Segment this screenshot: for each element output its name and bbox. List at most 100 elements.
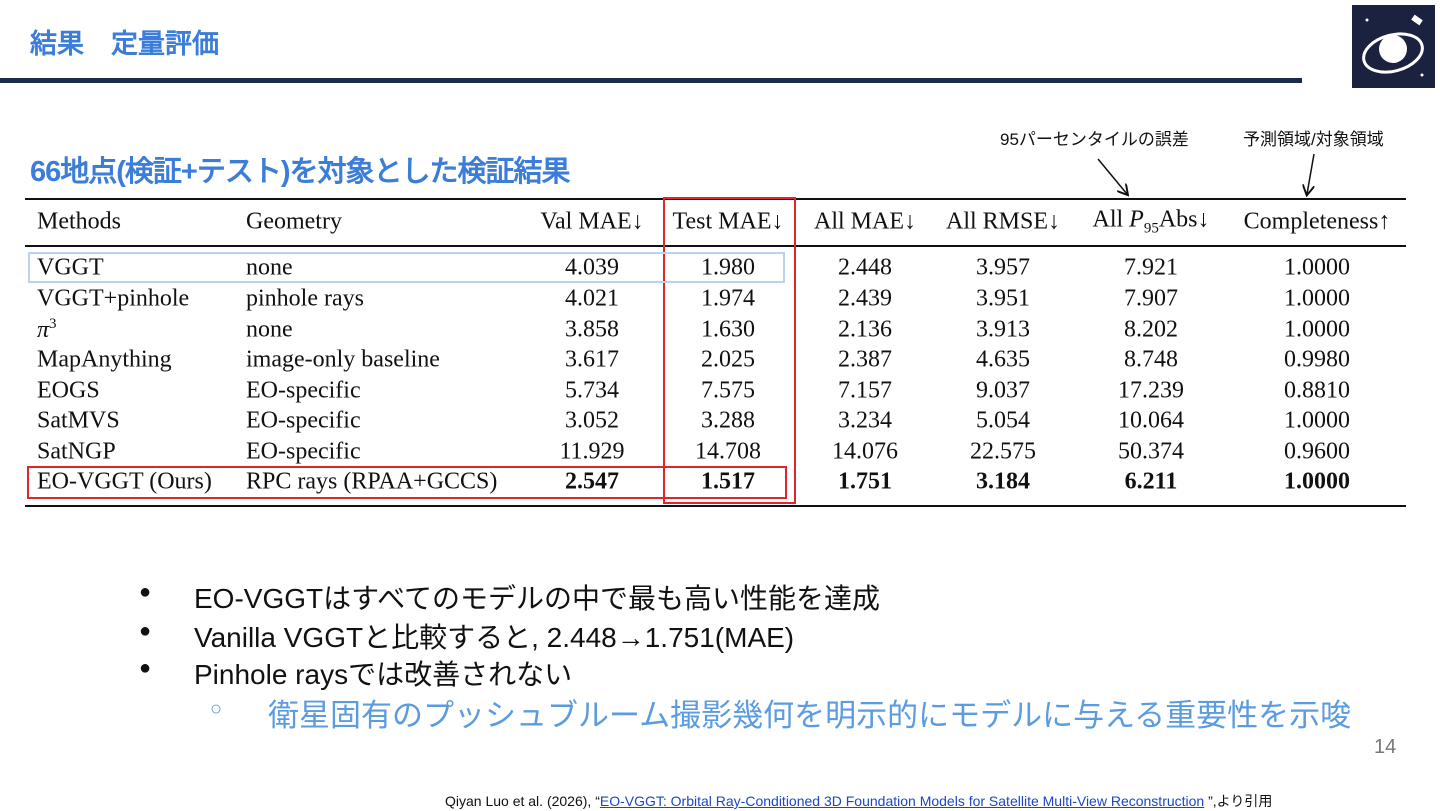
logo xyxy=(1352,5,1435,88)
bullet: Vanilla VGGTと比較すると, 2.448→1.751(MAE) xyxy=(139,616,794,656)
table-cell: 14.708 xyxy=(695,438,761,465)
column-header: All P95Abs↓ xyxy=(1092,207,1209,238)
table-cell: 1.0000 xyxy=(1284,407,1350,434)
citation-suffix: ”,より引用 xyxy=(1204,793,1273,809)
table-cell: EO-specific xyxy=(246,438,361,465)
header-suffix: Abs↓ xyxy=(1158,206,1210,233)
table-cell: 0.9980 xyxy=(1284,346,1350,373)
highlight-box xyxy=(28,252,785,283)
table-cell: 2.547 xyxy=(565,468,619,495)
table-cell: 1.974 xyxy=(701,285,755,312)
table-cell: EO-VGGT (Ours) xyxy=(37,468,212,495)
table-cell: MapAnything xyxy=(37,346,172,373)
annotation-arrows xyxy=(1097,153,1315,200)
table-cell: 7.907 xyxy=(1124,285,1178,312)
bullet: EO-VGGTはすべてのモデルの中で最も高い性能を達成 xyxy=(139,577,880,617)
table-cell: VGGT xyxy=(37,254,104,281)
header-variable: P xyxy=(1129,206,1144,233)
table-cell: 1.0000 xyxy=(1284,285,1350,312)
table-cell: 1.0000 xyxy=(1284,468,1350,495)
table-cell: 1.517 xyxy=(701,468,755,495)
table-rule xyxy=(25,198,1406,200)
table-cell: 10.064 xyxy=(1118,407,1184,434)
table-cell: VGGT+pinhole xyxy=(37,285,190,312)
table-cell: 7.575 xyxy=(701,377,755,404)
table-cell: π3 xyxy=(37,316,57,344)
table-cell: 2.136 xyxy=(838,316,892,343)
table-cell: 1.751 xyxy=(838,468,892,495)
table-cell: EO-specific xyxy=(246,407,361,434)
table-cell: 22.575 xyxy=(970,438,1036,465)
table-cell: 4.039 xyxy=(565,254,619,281)
table-cell: 3.288 xyxy=(701,407,755,434)
page-number: 14 xyxy=(1374,736,1397,758)
citation-prefix: Qiyan Luo et al. (2026), “ xyxy=(445,793,600,809)
table-cell: 3.858 xyxy=(565,316,619,343)
table-rule xyxy=(25,505,1406,507)
highlight-box xyxy=(27,466,787,499)
subscript: 95 xyxy=(1143,220,1159,237)
table-cell: none xyxy=(246,316,293,343)
table-cell: 1.630 xyxy=(701,316,755,343)
title-rule xyxy=(0,78,1302,83)
table-cell: SatNGP xyxy=(37,438,116,465)
table-cell: 1.980 xyxy=(701,254,755,281)
table-cell: 9.037 xyxy=(976,377,1030,404)
table-cell: 50.374 xyxy=(1118,438,1184,465)
table-cell: 4.635 xyxy=(976,346,1030,373)
results-table: Methods Geometry Val MAE↓ Test MAE↓ All MAE↓… xyxy=(25,197,1406,507)
highlight-box xyxy=(663,197,796,504)
table-cell: 1.0000 xyxy=(1284,254,1350,281)
table-cell: 2.448 xyxy=(838,254,892,281)
table-cell: EO-specific xyxy=(246,377,361,404)
header-prefix: All xyxy=(1092,206,1130,233)
table-cell: 3.913 xyxy=(976,316,1030,343)
slide-title: 結果 定量評価 xyxy=(30,29,219,59)
table-cell: 6.211 xyxy=(1124,468,1178,495)
column-header: Methods xyxy=(37,208,121,235)
column-header: Test MAE↓ xyxy=(672,208,784,235)
annotation: 予測領域/対象領域 xyxy=(1243,130,1384,149)
citation-link[interactable]: EO-VGGT: Orbital Ray-Conditioned 3D Foun… xyxy=(599,793,1205,809)
table-cell: 5.054 xyxy=(976,407,1030,434)
subtitle: 66地点(検証+テスト)を対象とした検証結果 xyxy=(30,156,571,188)
table-cell: pinhole rays xyxy=(246,285,364,312)
symbol: π xyxy=(37,317,50,343)
bullet: Pinhole raysでは改善されない xyxy=(139,653,572,693)
table-cell: 17.239 xyxy=(1118,377,1184,404)
superscript: 3 xyxy=(49,316,57,332)
table-cell: 3.184 xyxy=(976,468,1030,495)
column-header: All MAE↓ xyxy=(814,208,916,235)
column-header: Val MAE↓ xyxy=(540,208,644,235)
annotation: 95パーセンタイルの誤差 xyxy=(1000,130,1189,149)
column-header: All RMSE↓ xyxy=(945,208,1061,235)
table-cell: SatMVS xyxy=(37,407,120,434)
table-cell: image-only baseline xyxy=(246,346,440,373)
table-cell: 8.748 xyxy=(1124,346,1178,373)
table-cell: 0.8810 xyxy=(1284,377,1350,404)
table-cell: 2.025 xyxy=(701,346,755,373)
table-cell: 5.734 xyxy=(565,377,619,404)
table-cell: 3.234 xyxy=(838,407,892,434)
table-cell: 4.021 xyxy=(565,285,619,312)
table-cell: 7.157 xyxy=(838,377,892,404)
table-cell: 3.951 xyxy=(976,285,1030,312)
table-cell: 3.957 xyxy=(976,254,1030,281)
table-cell: 14.076 xyxy=(832,438,898,465)
table-cell: none xyxy=(246,254,293,281)
citation: Qiyan Luo et al. (2026), “EO-VGGT: Orbit… xyxy=(445,791,1272,811)
table-cell: 8.202 xyxy=(1124,316,1178,343)
table-rule xyxy=(25,245,1406,247)
table-cell: 2.387 xyxy=(838,346,892,373)
table-cell: 11.929 xyxy=(559,438,625,465)
table-cell: 1.0000 xyxy=(1284,316,1350,343)
table-cell: 0.9600 xyxy=(1284,438,1350,465)
table-cell: RPC rays (RPAA+GCCS) xyxy=(246,468,498,495)
column-header: Completeness↑ xyxy=(1243,208,1391,235)
column-header: Geometry xyxy=(246,208,342,235)
table-cell: 2.439 xyxy=(838,285,892,312)
table-cell: 7.921 xyxy=(1124,254,1178,281)
table-cell: 3.617 xyxy=(565,346,619,373)
